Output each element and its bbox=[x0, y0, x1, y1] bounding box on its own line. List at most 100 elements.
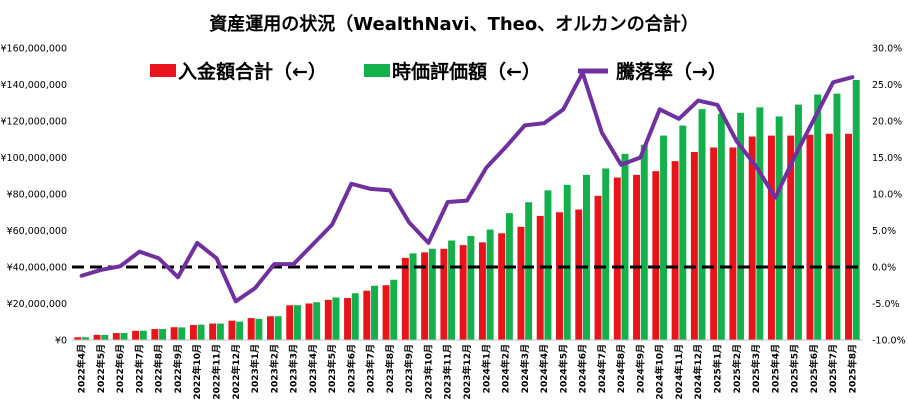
return-rate-point bbox=[523, 123, 527, 127]
left-axis-tick-label: ¥140,000,000 bbox=[1, 80, 67, 91]
market-value-bar bbox=[602, 168, 610, 340]
return-rate-point bbox=[349, 182, 353, 186]
return-rate-point bbox=[715, 103, 720, 107]
return-rate-point bbox=[638, 155, 643, 160]
deposit-bar bbox=[401, 257, 409, 341]
x-axis-tick-label: 2024年11月 bbox=[673, 344, 685, 400]
market-value-bar bbox=[698, 109, 706, 340]
x-axis-tick-label: 2025年1月 bbox=[711, 344, 723, 393]
left-axis-tick-label: ¥120,000,000 bbox=[1, 117, 67, 128]
market-value-bar bbox=[332, 297, 340, 340]
x-axis-tick-label: 2022年7月 bbox=[133, 344, 145, 393]
x-axis-tick-label: 2024年3月 bbox=[519, 344, 531, 393]
legend-swatch bbox=[150, 64, 176, 77]
x-axis-tick-label: 2023年10月 bbox=[422, 344, 434, 400]
x-axis-tick-label: 2022年11月 bbox=[211, 344, 223, 400]
left-axis-tick-label: ¥20,000,000 bbox=[7, 299, 67, 310]
market-value-bar bbox=[448, 240, 456, 340]
deposit-bar bbox=[440, 248, 448, 340]
market-value-bar bbox=[794, 104, 802, 340]
market-value-bar bbox=[621, 153, 629, 340]
return-rate-point bbox=[253, 286, 257, 290]
return-rate-point bbox=[542, 121, 546, 125]
market-value-bar bbox=[563, 184, 571, 341]
x-axis-tick-label: 2025年4月 bbox=[769, 344, 781, 393]
deposit-bar bbox=[344, 298, 352, 340]
return-rate-point bbox=[137, 250, 142, 254]
return-rate-point bbox=[407, 220, 411, 225]
x-axis-tick-label: 2022年6月 bbox=[114, 344, 126, 393]
return-rate-point bbox=[234, 299, 238, 303]
market-value-bar bbox=[236, 321, 244, 340]
x-axis-tick-label: 2023年7月 bbox=[365, 344, 377, 393]
x-axis-tick-label: 2024年5月 bbox=[557, 344, 569, 393]
return-rate-point bbox=[503, 145, 508, 149]
deposit-bar bbox=[845, 133, 852, 340]
left-axis-tick-label: ¥100,000,000 bbox=[1, 153, 67, 164]
x-axis-tick-label: 2024年12月 bbox=[692, 344, 704, 400]
x-axis-tick-label: 2024年1月 bbox=[480, 344, 492, 393]
legend-label: 入金額合計（←） bbox=[178, 60, 327, 83]
deposit-bar bbox=[517, 226, 525, 340]
x-axis-tick-label: 2024年9月 bbox=[634, 344, 646, 393]
return-rate-point bbox=[272, 262, 276, 266]
bars bbox=[74, 79, 860, 341]
deposit-bar bbox=[536, 215, 544, 340]
market-value-bar bbox=[351, 293, 359, 340]
x-axis-tick-label: 2024年10月 bbox=[654, 344, 666, 400]
deposit-bar bbox=[556, 212, 563, 340]
deposit-bar bbox=[112, 333, 120, 340]
deposit-bar bbox=[247, 318, 255, 340]
deposit-bar bbox=[151, 329, 159, 340]
x-axis-tick-label: 2024年7月 bbox=[596, 344, 608, 393]
return-rate-point bbox=[465, 198, 469, 203]
right-axis-tick-label: 5.0% bbox=[872, 226, 896, 237]
return-rate-point bbox=[484, 166, 488, 170]
x-axis-tick-label: 2025年3月 bbox=[750, 344, 762, 393]
x-axis-tick-label: 2025年2月 bbox=[731, 344, 743, 393]
deposit-bar bbox=[382, 285, 390, 340]
return-rate-point bbox=[388, 188, 392, 192]
deposit-bar bbox=[363, 290, 371, 340]
market-value-bar bbox=[852, 79, 860, 340]
deposit-bar bbox=[575, 209, 583, 340]
return-rate-point bbox=[581, 71, 585, 75]
market-value-bar bbox=[505, 213, 513, 340]
market-value-bar bbox=[197, 324, 205, 340]
right-axis-tick-label: 30.0% bbox=[872, 44, 902, 55]
return-rate-point bbox=[850, 75, 854, 79]
x-axis-tick-label: 2022年12月 bbox=[230, 344, 242, 400]
return-rate-point bbox=[291, 262, 296, 266]
market-value-bar bbox=[82, 337, 89, 340]
legend-market-value: 時価評価額（←） bbox=[364, 60, 541, 83]
market-value-bar bbox=[390, 279, 398, 340]
return-rate-point bbox=[311, 242, 315, 246]
deposit-bar bbox=[633, 174, 641, 340]
x-axis-tick-label: 2024年2月 bbox=[500, 344, 512, 393]
x-axis-tick-label: 2022年4月 bbox=[76, 344, 88, 393]
deposit-bar bbox=[652, 171, 660, 340]
deposit-bar bbox=[132, 330, 140, 341]
x-axis-tick-label: 2023年4月 bbox=[307, 344, 319, 393]
market-value-bar bbox=[293, 305, 301, 340]
x-axis-tick-label: 2024年4月 bbox=[538, 344, 550, 393]
left-axis-tick-label: ¥40,000,000 bbox=[7, 263, 67, 274]
return-rate-point bbox=[369, 187, 373, 191]
x-axis-tick-label: 2025年5月 bbox=[789, 344, 801, 393]
deposit-bar bbox=[613, 177, 621, 340]
return-rate-point bbox=[157, 256, 161, 260]
x-axis-tick-label: 2023年3月 bbox=[288, 344, 300, 393]
legend-label: 時価評価額（←） bbox=[392, 60, 541, 83]
return-rate-point bbox=[195, 241, 199, 245]
deposit-bar bbox=[478, 242, 486, 340]
left-axis-tick-label: ¥160,000,000 bbox=[1, 44, 67, 55]
right-axis-tick-label: 20.0% bbox=[872, 117, 902, 128]
deposit-bar bbox=[498, 233, 506, 340]
deposit-bar bbox=[421, 252, 429, 340]
return-rate-series-line bbox=[79, 70, 855, 304]
x-axis-tick-label: 2022年9月 bbox=[172, 344, 184, 393]
market-value-bar bbox=[660, 135, 668, 340]
left-axis-tick-label: ¥80,000,000 bbox=[7, 190, 67, 201]
deposit-bar bbox=[305, 303, 313, 340]
